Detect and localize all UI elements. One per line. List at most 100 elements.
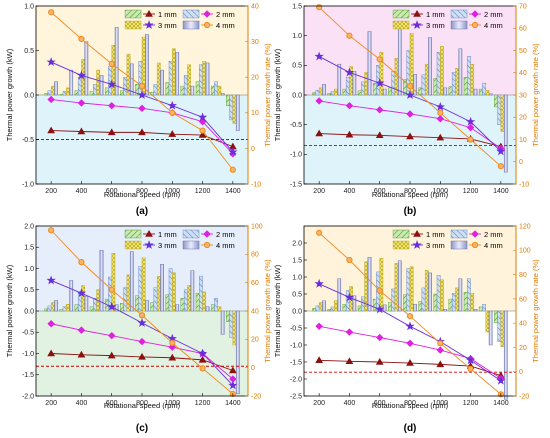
panel-d: -2.5 -2.0 -1.5 -1.0 -0.5 0.0 0.5 1.0 1.5 2.0 -20 0 2… — [273, 223, 540, 434]
panel-b-legend-swatch-s3 — [392, 20, 410, 30]
panel-a-ylabel-right: Thermal power growth rate (%) — [263, 43, 272, 147]
panel-b-bar-s2-200 — [315, 90, 320, 96]
panel-a-legend-marker-s2 — [203, 10, 211, 18]
panel-b-point-s4-600 — [376, 56, 383, 63]
panel-a-bar-s3-500 — [96, 69, 101, 96]
panel-b-bar-s4-1300 — [488, 93, 493, 96]
panel-a-bar-s1-200 — [44, 93, 49, 96]
panel-c-point-s1-400 — [77, 350, 86, 358]
panel-c-bar-s4-300 — [69, 280, 74, 312]
panel-b-bar-s4-300 — [337, 63, 342, 96]
panel-d-y2tick-label: 80 — [519, 272, 527, 279]
panel-c-bar-s4-600 — [114, 304, 119, 312]
panel-a-legend-marker-s1 — [145, 9, 153, 17]
panel-d-point-s1-600 — [375, 357, 384, 365]
panel-c-point-s1-200 — [47, 349, 56, 357]
panel-b-ytick-label: -1.0 — [290, 152, 302, 159]
panel-a-bar-s4-1400 — [235, 94, 240, 131]
panel-b-ytick-label: 1.5 — [292, 3, 302, 10]
panel-d-legend-label-s4: 4 mm — [484, 241, 503, 250]
panel-c-bar-s4-1400 — [235, 310, 240, 395]
panel-a-bar-s1-300 — [59, 93, 64, 96]
panel-a-bar-s4-300 — [69, 69, 74, 96]
panel-a-xtick-label: 600 — [106, 188, 118, 195]
panel-a-bar-s3-600 — [111, 44, 116, 96]
panel-d-bar-s4-300 — [337, 278, 342, 312]
panel-d-bar-s3-1000 — [440, 279, 444, 312]
panel-a-bar-s4-1300 — [220, 93, 225, 96]
panel-b-bar-s2-900 — [421, 74, 426, 96]
panel-c-bar-s2-1000 — [168, 268, 173, 312]
panel-a-bar-s4-900 — [160, 69, 164, 96]
panel-a-legend-swatch-s2 — [182, 9, 200, 19]
panel-d-bar-s2-1300 — [482, 304, 486, 312]
panel-c-legend-label-s4: 4 mm — [216, 241, 235, 250]
panel-c-ylabel-left: Thermal power growth (kW) — [5, 264, 14, 357]
panel-b-point-s2-600 — [376, 106, 384, 114]
panel-a-label: (a) — [136, 206, 148, 217]
panel-b-bar-s3-1000 — [440, 46, 444, 96]
panel-c-xtick-label: 1200 — [195, 400, 211, 407]
panel-d-bar-s2-400 — [345, 290, 350, 312]
panel-d-bar-s4-700 — [397, 260, 402, 312]
panel-b-bar-s1-300 — [327, 93, 332, 96]
panel-c-bar-s2-1200 — [199, 275, 203, 312]
panel-b-point-s1-600 — [375, 131, 384, 139]
panel-a-xtick-label: 1400 — [225, 188, 241, 195]
panel-b-bar-s4-500 — [367, 31, 372, 96]
panel-b-legend-swatch-s4 — [450, 20, 468, 30]
panel-d-bar-s4-800 — [413, 304, 417, 312]
panel-b-point-s1-1000 — [436, 133, 445, 141]
panel-c-point-s3-1200 — [197, 348, 208, 358]
panel-a-point-s4-1000 — [169, 109, 176, 116]
panel-d-point-s4-400 — [346, 256, 353, 264]
panel-a-legend-label-s4: 4 mm — [216, 21, 235, 30]
panel-a-point-s3-1000 — [167, 100, 177, 110]
panel-d-point-s3-1200 — [465, 355, 476, 365]
panel-d-ylabel-right: Thermal power growth rate (%) — [531, 259, 540, 363]
panel-d-bar-s3-900 — [424, 270, 429, 312]
panel-d-ytick-label: 1.5 — [292, 257, 302, 264]
panel-c-point-s3-200 — [46, 275, 56, 285]
panel-c-xtick-label: 1000 — [164, 400, 180, 407]
panel-b-y2tick-label: 20 — [519, 115, 527, 122]
panel-b-bar-s3-600 — [379, 52, 384, 96]
panel-a-point-s4-800 — [138, 83, 146, 90]
panel-d-point-s3-200 — [314, 278, 324, 288]
panel-b-bar-s2-500 — [361, 81, 365, 96]
panel-c-point-s2-800 — [138, 337, 146, 346]
panel-c-y2tick-label: 0 — [251, 365, 255, 372]
panel-b-bar-s4-400 — [352, 71, 357, 96]
panel-b-bar-s4-700 — [397, 23, 402, 96]
panel-a-point-s4-1200 — [199, 127, 206, 134]
panel-d-point-s4-200 — [316, 229, 323, 236]
panel-b-point-s3-1000 — [435, 102, 445, 111]
panel-a-xtick-label: 400 — [76, 188, 88, 195]
panel-b-bar-s4-200 — [322, 84, 326, 96]
panel-b-bar-s3-1100 — [455, 68, 459, 96]
panel-b-point-s4-1000 — [437, 109, 444, 116]
panel-a-legend-marker-s4 — [203, 21, 211, 29]
panel-b-legend-marker-s3 — [412, 20, 422, 29]
panel-d-ytick-label: -2.0 — [290, 376, 302, 383]
panel-c-bar-s3-400 — [81, 285, 85, 312]
panel-a-point-s2-600 — [108, 101, 116, 110]
panel-c-xtick-label: 600 — [106, 400, 118, 407]
panel-d-xtick-label: 200 — [313, 400, 325, 407]
panel-d-bar-s1-400 — [342, 304, 347, 312]
panel-c-legend-marker-s4 — [203, 241, 211, 249]
panel-b-bar-s4-800 — [413, 74, 417, 96]
panel-b-point-s1-400 — [345, 130, 354, 138]
panel-d-point-s2-800 — [406, 339, 414, 348]
panel-b-bar-s3-300 — [334, 88, 338, 96]
panel-d-bar-s1-1200 — [463, 292, 468, 312]
panel-d-bar-s3-1100 — [455, 287, 459, 312]
panel-c-bar-s1-400 — [74, 304, 79, 312]
panel-a-legend-label-s1: 1 mm — [158, 10, 177, 19]
panel-a-bar-s2-1200 — [199, 64, 203, 96]
panel-d-bar-s1-1100 — [448, 298, 453, 312]
panel-b-bar-s2-1300 — [482, 82, 486, 96]
panel-c-point-s1-600 — [107, 351, 116, 359]
panel-b-xlabel: Rotational speed (rpm) — [372, 190, 449, 199]
panel-b-bg-bottom — [304, 95, 516, 184]
